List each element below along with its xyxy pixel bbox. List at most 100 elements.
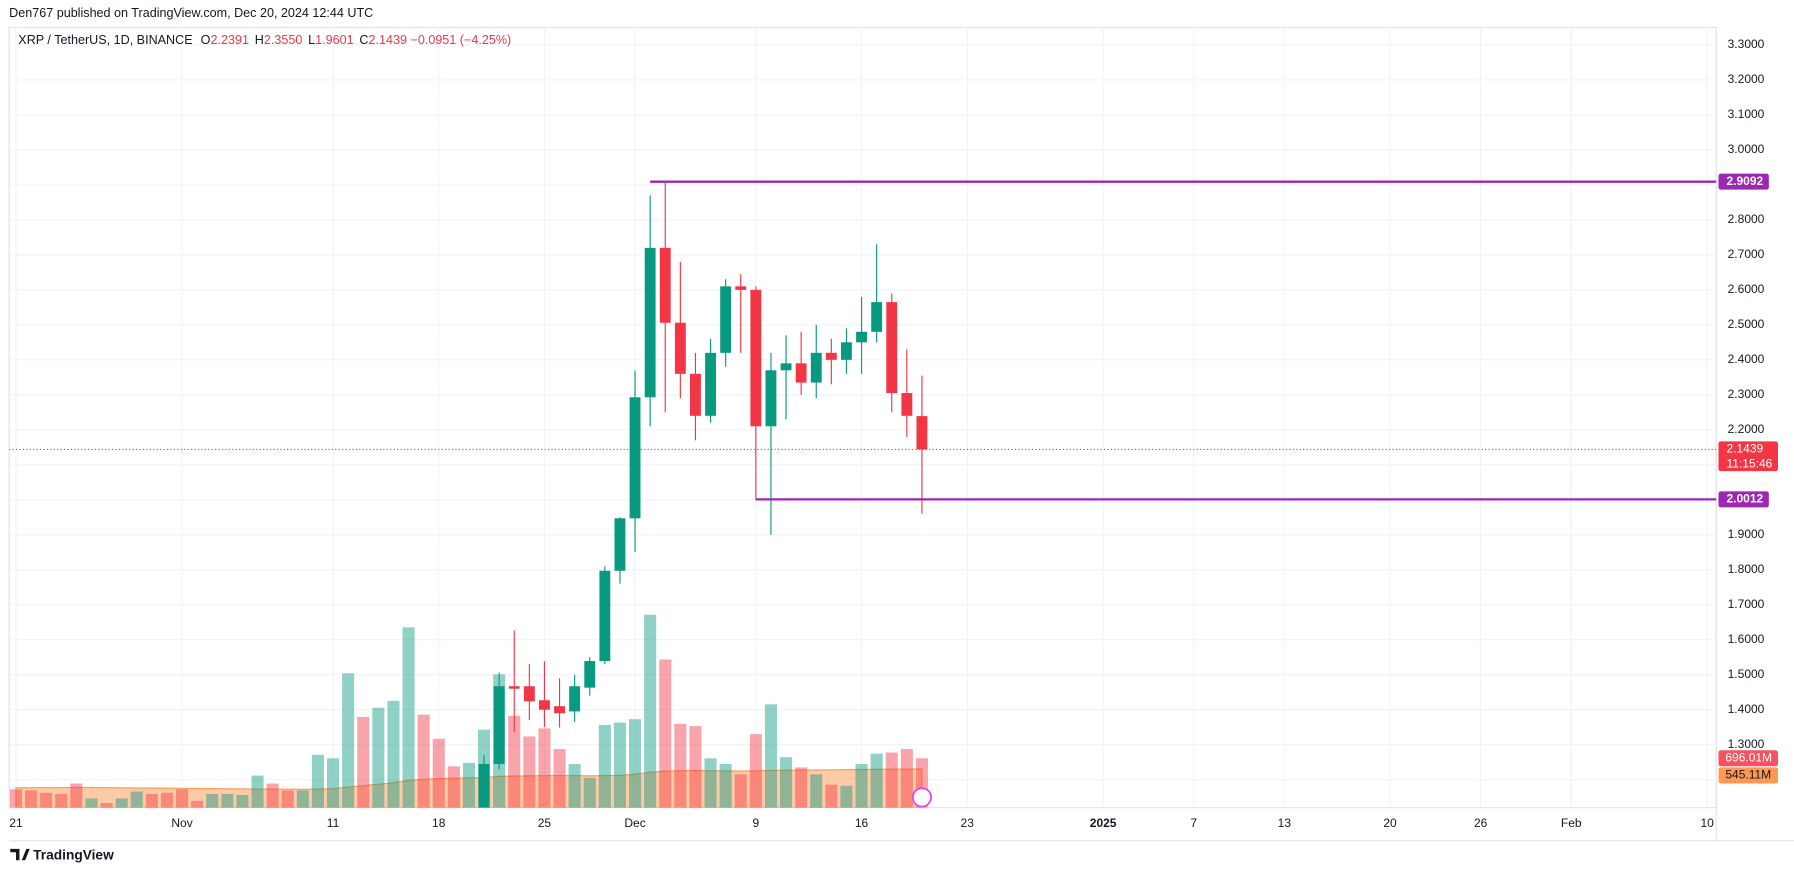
x-tick-label: Dec: [624, 816, 645, 830]
volume-bar: [281, 790, 294, 808]
legend-key: O: [201, 34, 211, 48]
candle-body: [856, 331, 867, 343]
volume-bar: [417, 714, 430, 808]
candle-body: [584, 661, 596, 688]
x-tick-label: 23: [961, 816, 975, 830]
candle-body: [886, 302, 898, 394]
candle-body: [720, 286, 732, 353]
logo-mark: [10, 848, 30, 861]
volume-bar: [795, 767, 808, 808]
ma-label: 545.11M: [1725, 768, 1771, 782]
x-tick-label: 7: [1190, 816, 1197, 830]
volume-bar: [629, 719, 642, 808]
change-pct: (−4.25%): [460, 34, 511, 48]
volume-ma-area: [15, 768, 923, 808]
candle-body: [569, 686, 581, 712]
event-icon: [911, 787, 932, 808]
y-tick-label: 2.8000: [1728, 212, 1765, 226]
axes: 3.30003.20003.10003.00002.90002.80002.70…: [9, 37, 1778, 830]
legend-value: 2.3550: [264, 34, 302, 48]
legend-value: 2.1439: [369, 34, 407, 48]
volume-bar: [387, 700, 400, 808]
volume-bar: [100, 803, 113, 808]
volume-bar: [508, 715, 521, 808]
volume-bar: [613, 722, 626, 808]
volume-bar: [598, 724, 611, 808]
volume-bar: [538, 728, 551, 808]
candle-body: [674, 322, 686, 374]
volume-bar: [462, 762, 475, 808]
y-tick-label: 2.5000: [1728, 317, 1765, 331]
x-tick-label: 9: [753, 816, 760, 830]
x-tick-label: 25: [538, 816, 552, 830]
legend-key: L: [308, 34, 315, 48]
y-tick-label: 2.6000: [1728, 282, 1765, 296]
last-price-box: [1718, 441, 1778, 472]
candle-body: [810, 352, 822, 383]
x-tick-label: Feb: [1561, 816, 1582, 830]
symbol: XRP / TetherUS, 1D, BINANCE: [18, 34, 192, 48]
legend-key: C: [359, 34, 368, 48]
volume-bar: [266, 783, 279, 808]
volume-bar: [9, 789, 22, 808]
y-tick-label: 3.1000: [1728, 107, 1765, 121]
x-tick-label: 2025: [1090, 816, 1117, 830]
x-tick-label: 20: [1383, 816, 1397, 830]
x-tick-label: 10: [1700, 816, 1714, 830]
y-tick-label: 1.4000: [1728, 702, 1765, 716]
volume-bar: [719, 764, 732, 808]
volume-bar: [70, 783, 83, 808]
volume-bar: [372, 707, 385, 808]
volume-bar: [176, 789, 189, 808]
candle-body: [750, 289, 762, 427]
y-tick-label: 1.7000: [1728, 597, 1765, 611]
x-tick-label: 18: [432, 816, 446, 830]
volume-bar: [296, 790, 309, 808]
level-box: [1718, 173, 1769, 190]
y-tick-label: 1.9000: [1728, 527, 1765, 541]
candle-body: [916, 416, 928, 450]
volume-bar: [885, 752, 898, 808]
volume-bar: [55, 793, 68, 808]
volume-bar: [644, 614, 657, 808]
candle-body: [478, 763, 490, 808]
last-price-label: 2.1439: [1726, 442, 1763, 456]
volume-bar: [311, 754, 324, 808]
volume-bar: [704, 758, 717, 808]
volume-bar: [130, 791, 143, 808]
y-tick-label: 1.6000: [1728, 632, 1765, 646]
candle-body: [825, 352, 837, 360]
volume-bar: [659, 659, 672, 808]
candle-body: [554, 706, 565, 714]
x-tick-label: 26: [1474, 816, 1488, 830]
volume-bar: [85, 798, 98, 808]
level-label: 2.9092: [1726, 174, 1763, 188]
price-pane: [9, 180, 1717, 808]
candle-body: [659, 247, 671, 323]
volume-bar: [432, 738, 445, 808]
candle-body: [841, 342, 852, 360]
header: Den767 published on TradingView.com, Dec…: [9, 6, 373, 20]
candle-body: [508, 686, 520, 689]
volume-bar: [25, 790, 38, 808]
y-tick-label: 3.3000: [1728, 37, 1765, 51]
x-tick-label: Nov: [171, 816, 192, 830]
volume-bar: [115, 798, 128, 808]
volume-bar: [327, 758, 340, 808]
x-tick-label: 11: [327, 816, 340, 830]
level-box: [1718, 491, 1769, 508]
candle-body: [599, 570, 611, 662]
candle-body: [644, 247, 656, 398]
candle-body: [765, 370, 777, 427]
countdown: 11:15:46: [1726, 456, 1772, 470]
candle-body: [523, 686, 535, 702]
legend: XRP / TetherUS, 1D, BINANCE O2.2391 H2.3…: [18, 34, 511, 48]
footer: TradingView: [33, 847, 114, 862]
legend-key: H: [255, 34, 264, 48]
candle-body: [795, 363, 807, 383]
candle-body: [539, 700, 550, 710]
candle-body: [735, 286, 747, 290]
candle-body: [690, 373, 701, 416]
candle-body: [780, 363, 792, 371]
